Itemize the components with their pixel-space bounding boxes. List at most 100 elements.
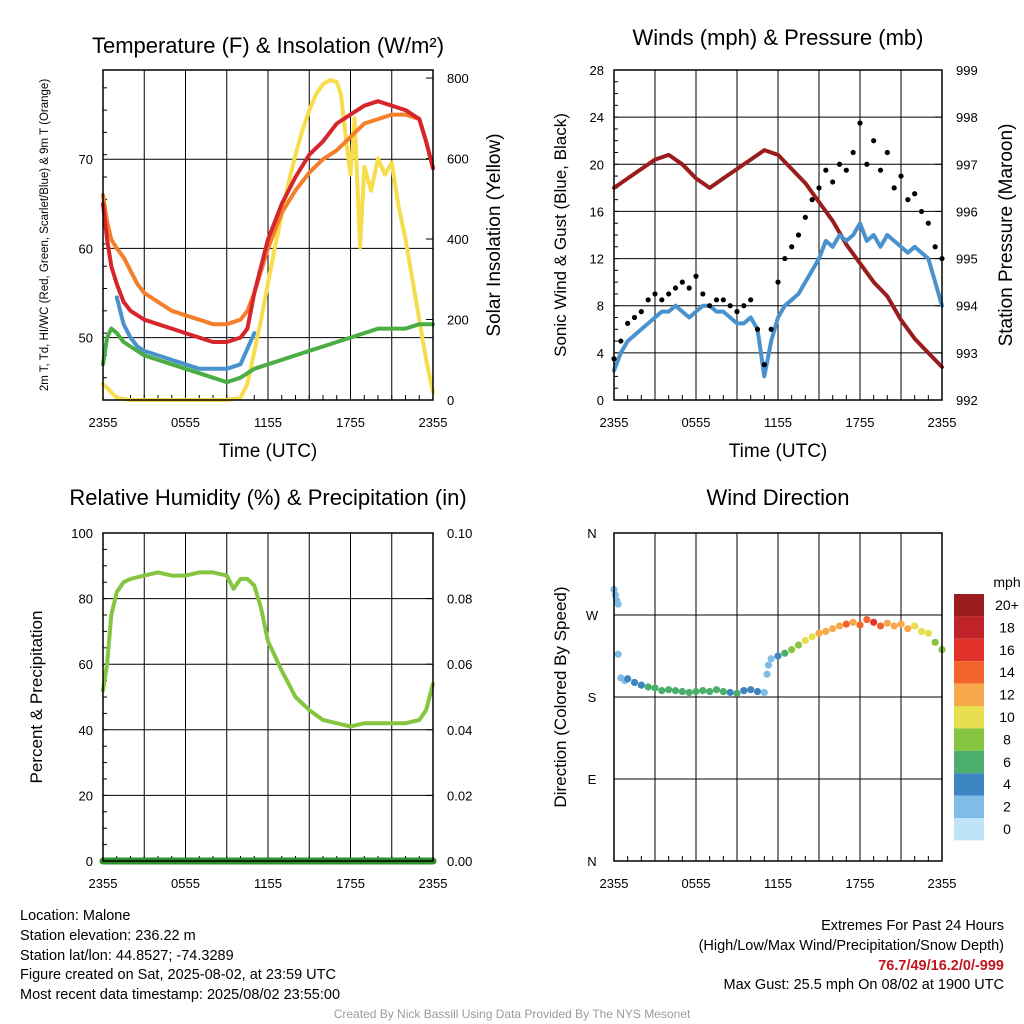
- y-tick-label: N: [587, 854, 596, 869]
- wind-line: [612, 221, 944, 379]
- gust-point: [754, 326, 761, 332]
- wind-direction-point: [931, 638, 939, 646]
- colorbar-label: 18: [999, 619, 1015, 635]
- colorbar-swatch: [954, 638, 984, 662]
- y-axis-right-label: Station Pressure (Maroon): [996, 124, 1017, 347]
- panel-3: 0 20 40 60 80 100 0.00 0.02 0.04 0.06 0.08 0.10 2355…: [27, 485, 472, 891]
- wind-direction-point: [726, 688, 734, 697]
- gust-point: [672, 285, 679, 291]
- wind-direction-point: [856, 621, 864, 629]
- wind-direction-point: [712, 686, 721, 694]
- gust-point: [761, 362, 767, 368]
- wind-direction-point: [924, 629, 932, 637]
- wind-direction-point: [842, 620, 850, 628]
- gust-point: [802, 214, 808, 220]
- panel-1: 50 60 70 0 200 400 600 800 2355 0555 1155 1755 2355 T…: [39, 33, 505, 462]
- wind-direction-point: [917, 627, 926, 636]
- gust-point: [912, 191, 918, 197]
- max-gust: Max Gust: 25.5 mph On 08/02 at 1900 UTC: [723, 977, 1004, 994]
- wind-direction-point: [876, 622, 885, 630]
- chart-title: Wind Direction: [706, 485, 849, 510]
- extremes-subtitle: (High/Low/Max Wind/Precipitation/Snow De…: [698, 937, 1004, 954]
- y-right-tick-label: 400: [447, 232, 469, 247]
- y-right-tick-label: 800: [447, 71, 469, 86]
- wind-direction-point: [740, 687, 748, 695]
- x-tick-label: 1755: [846, 415, 875, 430]
- x-tick-label: 1755: [336, 415, 365, 430]
- gust-point: [707, 303, 713, 309]
- wind-direction-point: [767, 655, 775, 663]
- gust-point: [918, 208, 925, 215]
- gust-point: [638, 309, 644, 315]
- y-tick-label: S: [588, 690, 597, 705]
- wind-direction-point: [706, 687, 714, 696]
- wind-direction-point: [760, 688, 768, 697]
- gust-point: [666, 291, 672, 297]
- wind-direction-point: [870, 618, 878, 626]
- gust-point: [850, 149, 856, 156]
- gust-point: [836, 161, 843, 167]
- data-line: [114, 295, 257, 371]
- wind-direction-point: [665, 686, 673, 694]
- wind-direction-point: [904, 625, 912, 633]
- gust-point: [625, 320, 631, 326]
- wind-direction-point: [658, 687, 666, 695]
- y-axis-label: Percent & Precipitation: [27, 611, 46, 784]
- x-tick-label: 2355: [419, 415, 448, 430]
- wind-direction-point: [747, 686, 755, 694]
- gust-point: [741, 303, 747, 309]
- wind-direction-point: [699, 687, 707, 695]
- wind-direction-point: [733, 689, 741, 697]
- gust-point: [693, 273, 699, 279]
- extremes-values: 76.7/49/16.2/0/-999: [878, 957, 1004, 974]
- extremes-info: Extremes For Past 24 Hours (High/Low/Max…: [699, 917, 1004, 996]
- figure-created: Figure created on Sat, 2025-08-02, at 23…: [20, 967, 336, 984]
- wind-direction-point: [829, 625, 837, 633]
- wind-direction-point: [685, 688, 693, 697]
- wind-direction-point: [644, 683, 652, 691]
- y-right-tick-label: 995: [956, 252, 978, 267]
- gust-point: [645, 297, 651, 303]
- y-tick-label: 0: [86, 854, 93, 869]
- wind-direction-point: [614, 650, 622, 658]
- x-tick-label: 2355: [419, 876, 448, 891]
- gust-point: [843, 167, 849, 173]
- y-axis-label: Direction (Colored By Speed): [551, 586, 570, 807]
- x-tick-label: 1155: [764, 876, 792, 891]
- colorbar-label: 0: [1003, 821, 1011, 837]
- wind-direction-point: [637, 681, 645, 689]
- y-right-tick-label: 0.06: [447, 657, 472, 672]
- y-right-tick-label: 992: [956, 393, 978, 408]
- gust-point: [775, 279, 781, 285]
- y-axis-right-label: Solar Insolation (Yellow): [484, 133, 505, 336]
- station-latlon: Station lat/lon: 44.8527; -74.3289: [20, 947, 234, 964]
- colorbar-swatch: [954, 795, 984, 818]
- x-tick-label: 2355: [600, 415, 629, 430]
- wind-direction-point: [794, 641, 803, 649]
- wind-direction-point: [897, 620, 905, 628]
- wind-direction-point: [890, 622, 898, 630]
- gust-point: [816, 185, 822, 191]
- wind-direction-point: [692, 687, 700, 696]
- colorbar-label: 12: [999, 687, 1015, 703]
- gust-point: [652, 291, 658, 297]
- colorbar-swatch: [954, 728, 984, 751]
- y-tick-label: 12: [590, 252, 604, 267]
- colorbar-title: mph: [993, 574, 1020, 590]
- gust-point: [884, 149, 890, 156]
- plot-frame: [613, 532, 943, 862]
- panel-4: N E S W N 2355 0555 1155 1755 2355 mph 20+ 18 16 14 12 1…: [551, 485, 1021, 891]
- wind-direction-point: [863, 615, 871, 624]
- chart-title: Winds (mph) & Pressure (mb): [633, 25, 924, 50]
- colorbar-label: 14: [999, 664, 1015, 680]
- wind-direction-point: [801, 636, 809, 645]
- x-tick-label: 2355: [600, 876, 629, 891]
- wind-direction-point: [624, 675, 632, 683]
- y-tick-label: 40: [79, 723, 93, 738]
- y-tick-label: 50: [79, 331, 93, 346]
- y-tick-label: 0: [597, 393, 604, 408]
- gust-point: [782, 255, 788, 262]
- wind-direction-point: [753, 687, 762, 696]
- y-tick-label: 20: [79, 788, 93, 803]
- x-tick-label: 1155: [254, 415, 282, 430]
